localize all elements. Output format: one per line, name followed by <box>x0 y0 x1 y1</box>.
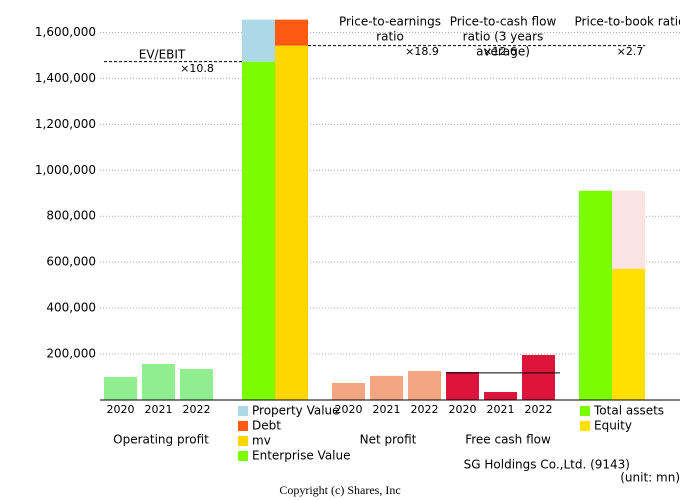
multiple-label: ×18.9 <box>405 45 439 58</box>
bar <box>408 371 441 400</box>
x-tick-label: 2020 <box>449 403 477 416</box>
y-tick-label: 1,600,000 <box>35 25 96 39</box>
multiple-label: ×12.6 <box>483 45 517 58</box>
bar <box>275 19 308 46</box>
bar <box>612 268 645 400</box>
legend-label: Equity <box>594 419 632 433</box>
legend-label: Total assets <box>593 404 664 418</box>
group-label: Free cash flow <box>465 433 551 447</box>
bar <box>332 383 365 400</box>
ratio-title: Price-to-earnings <box>339 15 441 29</box>
bar <box>180 368 213 400</box>
ev-ebit-label: EV/EBIT <box>139 48 186 62</box>
bar <box>142 363 175 400</box>
x-tick-label: 2020 <box>335 403 363 416</box>
x-tick-label: 2020 <box>107 403 135 416</box>
legend-swatch <box>580 406 590 416</box>
unit: (unit: mn) <box>620 471 680 485</box>
legend-swatch <box>238 451 248 461</box>
legend-label: mv <box>252 434 271 448</box>
x-tick-label: 2021 <box>145 403 173 416</box>
y-tick-label: 1,200,000 <box>35 117 96 131</box>
y-tick-label: 1,400,000 <box>35 71 96 85</box>
bar <box>446 371 479 400</box>
bar <box>242 61 275 400</box>
legend-label: Debt <box>252 419 281 433</box>
legend-swatch <box>238 436 248 446</box>
bar <box>242 19 275 62</box>
x-tick-label: 2022 <box>183 403 211 416</box>
bar <box>104 377 137 400</box>
ratio-title: ratio <box>376 30 404 44</box>
x-tick-label: 2021 <box>487 403 515 416</box>
legend-swatch <box>580 421 590 431</box>
multiple-label: ×2.7 <box>617 45 644 58</box>
ratio-title: average) <box>476 45 530 59</box>
legend-swatch <box>238 406 248 416</box>
x-tick-label: 2022 <box>525 403 553 416</box>
bar <box>579 190 612 400</box>
bar <box>522 354 555 400</box>
y-tick-label: 600,000 <box>46 255 96 269</box>
ratio-title: Price-to-book ratio <box>575 15 680 29</box>
ratio-title: ratio (3 years <box>463 30 544 44</box>
company: SG Holdings Co.,Ltd. (9143) <box>464 458 630 472</box>
y-tick-label: 400,000 <box>46 301 96 315</box>
y-tick-label: 800,000 <box>46 209 96 223</box>
y-tick-label: 1,000,000 <box>35 163 96 177</box>
group-label: Net profit <box>360 433 417 447</box>
group-label: Operating profit <box>113 433 209 447</box>
copyright: Copyright (c) Shares, Inc <box>279 483 400 497</box>
x-tick-label: 2021 <box>373 403 401 416</box>
legend-label: Enterprise Value <box>252 449 351 463</box>
legend-swatch <box>238 421 248 431</box>
bar <box>370 375 403 400</box>
bar <box>484 391 517 400</box>
bar <box>275 45 308 400</box>
y-tick-label: 200,000 <box>46 347 96 361</box>
ratio-title: Price-to-cash flow <box>450 15 557 29</box>
legend-label: Property Value <box>252 404 340 418</box>
multiple-label: ×10.8 <box>180 62 214 75</box>
x-tick-label: 2022 <box>411 403 439 416</box>
